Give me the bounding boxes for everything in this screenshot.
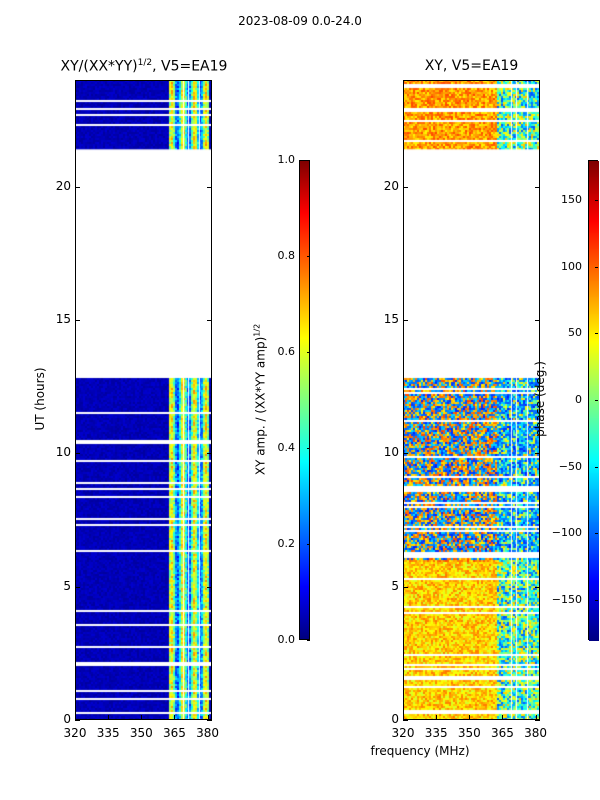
right-y-tick-label: 5 [391,578,399,593]
right-y-tick-label: 15 [383,312,399,326]
amp-cbar-tick-label: 0.0 [277,633,296,646]
shared-x-axis-label: frequency (MHz) [370,744,470,758]
amp-cbar-tick-label: 1.0 [277,153,296,166]
amp-cbar-tick-label: 0.2 [277,537,296,550]
amp-cbar-tickmark [307,256,310,257]
phase-cbar-tick-label: −150 [551,593,582,606]
amp-colorbar-label: XY amp. / (XX*YY amp)1/2 [253,270,268,530]
left-y-tick-label: 5 [63,578,71,593]
left-title-main: XY/(XX*YY) [60,58,138,75]
phase-cbar-tickmark [595,266,598,268]
left-panel-title: XY/(XX*YY)1/2, V5=EA19 [52,58,236,75]
left-y-tick-label: 10 [55,445,71,460]
phase-cbar-tick-label: 100 [561,259,582,273]
amp-cbar-tickmark [307,352,310,353]
amp-cbar-tickmark [307,640,310,641]
phase-colorbar-label: phase (deg.) [533,361,547,437]
left-x-tick-label: 320 [63,726,87,740]
right-y-tick-label: 10 [383,445,399,460]
left-y-tick-label: 15 [55,312,71,326]
phase-cbar-tick-label: 150 [561,193,582,206]
left-x-tickmark [141,715,143,720]
left-y-tickmark-right [207,720,212,721]
right-y-tick-label: 0 [391,712,399,726]
left-y-tickmark [75,320,80,321]
right-heatmap [403,80,540,720]
right-y-tickmark-right [535,453,540,455]
right-x-tickmark [502,715,504,720]
left-y-tickmark [75,586,80,588]
right-y-tickmark-right [535,320,540,321]
right-y-tickmark-right [535,720,540,721]
right-y-tickmark-right [535,586,540,588]
left-y-tickmark [75,453,80,455]
phase-cbar-tickmark [595,333,598,335]
right-x-tick-label: 350 [457,726,481,740]
left-heatmap [75,80,212,720]
left-title-sup: 1/2 [137,58,153,68]
amp-heatmap-canvas [75,80,212,720]
phase-cbar-tickmark [595,200,598,201]
phase-cbar-tick-label: 50 [568,326,582,340]
amp-colorbar [299,160,310,640]
amp-colorbar-label-main: XY amp. / (XX*YY amp) [253,336,268,476]
figure-suptitle: 2023-08-09 0.0-24.0 [238,14,362,28]
phase-cbar-tickmark [595,400,598,401]
right-y-tickmark [403,720,408,721]
phase-colorbar-canvas [589,161,599,641]
amp-colorbar-label-sup: 1/2 [252,323,262,337]
amp-cbar-tick-label: 0.8 [277,249,296,262]
right-y-tickmark [403,320,408,321]
left-title-rest: , V5=EA19 [152,58,228,75]
amp-cbar-tickmark [307,160,310,161]
left-x-tickmark [108,715,110,720]
phase-cbar-tick-label: 0 [575,393,582,406]
right-y-tickmark [403,453,408,455]
right-x-tickmark [535,715,537,720]
left-y-tick-label: 0 [63,712,71,726]
right-panel-title: XY, V5=EA19 [424,58,519,74]
left-y-tickmark-right [207,586,212,588]
phase-cbar-tickmark [595,466,598,468]
right-x-tickmark [403,715,404,720]
left-x-tick-label: 350 [129,726,153,740]
phase-cbar-tickmark [595,533,598,535]
phase-cbar-tick-label: −50 [558,459,582,473]
right-x-tick-label: 380 [524,726,548,740]
left-y-tick-label: 20 [55,178,71,193]
left-y-tickmark-right [207,320,212,321]
amp-cbar-tickmark [307,544,310,545]
right-x-tickmark [436,715,438,720]
left-y-tickmark-right [207,453,212,455]
left-x-tick-label: 380 [196,726,220,740]
left-x-tickmark [174,715,176,720]
right-y-tickmark [403,586,408,588]
right-x-tickmark [469,715,471,720]
amp-cbar-tick-label: 0.6 [277,345,296,358]
left-x-tick-label: 335 [96,726,120,740]
right-y-tickmark-right [535,186,540,188]
amp-cbar-tick-label: 0.4 [277,441,296,454]
left-y-tickmark [75,720,80,721]
phase-cbar-tick-label: −100 [551,526,582,540]
right-y-tick-label: 20 [383,178,399,193]
amp-cbar-tickmark [307,448,310,449]
left-y-axis-label: UT (hours) [33,367,47,431]
phase-heatmap-canvas [403,80,540,720]
left-y-tickmark [75,186,80,188]
left-x-tickmark [75,715,76,720]
left-x-tick-label: 365 [162,726,186,740]
right-x-tick-label: 320 [391,726,415,740]
phase-cbar-tickmark [595,600,598,601]
left-x-tickmark [207,715,209,720]
right-x-tick-label: 335 [424,726,448,740]
right-x-tick-label: 365 [490,726,514,740]
left-y-tickmark-right [207,186,212,188]
right-y-tickmark [403,186,408,188]
